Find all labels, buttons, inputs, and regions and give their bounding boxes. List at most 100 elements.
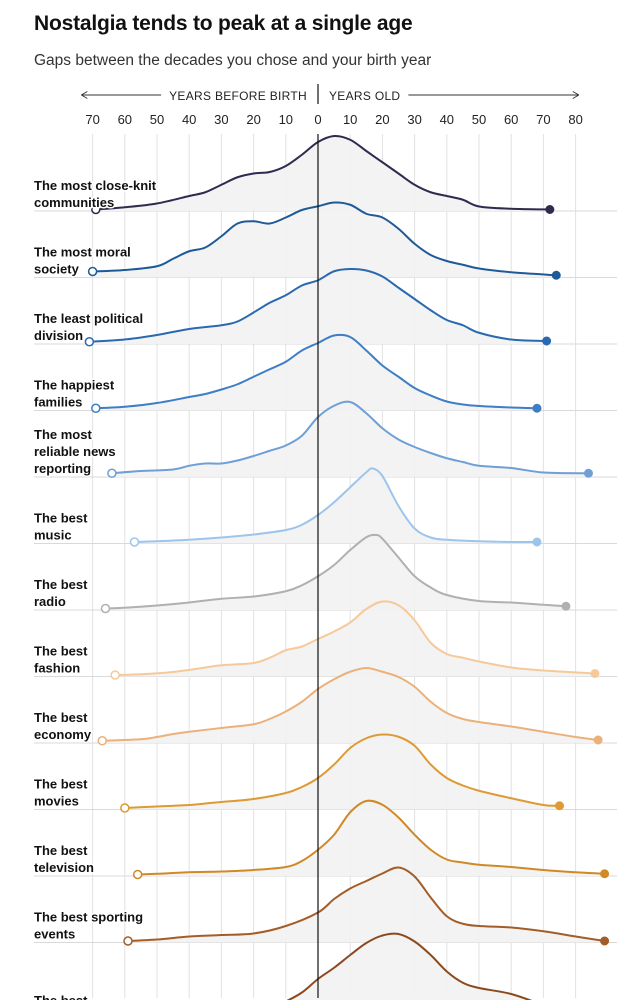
series-area bbox=[288, 933, 530, 1000]
ridge-row: The best radio bbox=[33, 533, 617, 614]
ridge-row: The best fashion bbox=[33, 600, 617, 680]
x-tick-label: 20 bbox=[375, 112, 389, 127]
series-line bbox=[94, 134, 551, 211]
x-axis-ticks: 70 60 50 40 30 20 10 0 10 20 30 40 50 60 70 80 bbox=[85, 112, 582, 127]
series-label: communities bbox=[34, 195, 114, 210]
series-line bbox=[101, 667, 600, 742]
series-area bbox=[137, 800, 605, 876]
start-point bbox=[97, 736, 108, 746]
ridge-row: The most close-knit communities bbox=[33, 134, 617, 215]
series-label: The least political bbox=[34, 311, 143, 326]
series-label: The best bbox=[34, 511, 88, 526]
x-tick-label: 40 bbox=[440, 112, 454, 127]
series-area bbox=[92, 202, 557, 278]
series-label: The best bbox=[34, 577, 88, 592]
series-label: The best sporting bbox=[34, 910, 143, 925]
x-tick-label: 10 bbox=[343, 112, 357, 127]
series-label: television bbox=[34, 860, 94, 875]
series-area bbox=[95, 135, 550, 211]
series-label: reliable news bbox=[34, 444, 116, 459]
ridge-rows: The most close-knit communities The most m… bbox=[33, 134, 617, 1000]
start-point bbox=[91, 204, 101, 215]
series-label: The most close-knit bbox=[34, 178, 157, 193]
series-label: The best bbox=[34, 644, 88, 659]
series-line bbox=[114, 600, 596, 676]
series-label: fashion bbox=[34, 661, 80, 676]
series-area bbox=[115, 601, 595, 677]
x-tick-label: 80 bbox=[568, 112, 582, 127]
ridge-row: The happiest families bbox=[33, 333, 617, 413]
series-label: The best bbox=[34, 710, 88, 725]
series-label: division bbox=[34, 328, 83, 343]
series-label: movies bbox=[34, 794, 79, 809]
x-tick-label: 50 bbox=[472, 112, 486, 127]
years-old-label: YEARS OLD bbox=[329, 89, 400, 103]
ridge-row: The best sporting events bbox=[33, 866, 617, 946]
x-tick-label: 0 bbox=[314, 112, 321, 127]
x-tick-label: 70 bbox=[85, 112, 99, 127]
end-point bbox=[555, 801, 564, 811]
series-line bbox=[110, 400, 590, 475]
series-label: reporting bbox=[34, 461, 91, 476]
series-line bbox=[94, 333, 538, 410]
start-point bbox=[87, 266, 98, 277]
series-label: families bbox=[34, 395, 82, 410]
end-point bbox=[590, 669, 600, 678]
series-label: The best bbox=[34, 993, 88, 1000]
right-arrow-head bbox=[572, 91, 580, 99]
ridge-row: The best bbox=[33, 932, 533, 1000]
series-area bbox=[105, 534, 566, 610]
ridge-row: The best economy bbox=[33, 667, 617, 746]
end-point bbox=[600, 936, 610, 946]
series-label: The best bbox=[34, 777, 88, 792]
start-point bbox=[107, 468, 117, 478]
series-label: The most moral bbox=[34, 245, 131, 260]
ridge-row: The least political division bbox=[33, 267, 617, 347]
end-point bbox=[583, 468, 593, 478]
series-line bbox=[88, 267, 548, 343]
x-tick-label: 70 bbox=[536, 112, 550, 127]
series-line bbox=[286, 932, 533, 1000]
start-point bbox=[91, 403, 101, 413]
end-point bbox=[532, 537, 542, 547]
series-area bbox=[102, 668, 599, 743]
series-label: The most bbox=[34, 427, 92, 442]
series-area bbox=[128, 867, 605, 943]
end-point bbox=[532, 403, 542, 413]
series-area bbox=[134, 468, 537, 544]
x-tick-label: 60 bbox=[118, 112, 132, 127]
x-tick-label: 50 bbox=[150, 112, 164, 127]
left-arrow-head bbox=[81, 91, 88, 99]
series-label: radio bbox=[34, 594, 66, 609]
ridge-row: The best music bbox=[33, 467, 617, 547]
series-line bbox=[136, 799, 606, 876]
ridge-row: The most reliable news reporting bbox=[33, 400, 617, 478]
x-tick-label: 30 bbox=[214, 112, 228, 127]
start-point bbox=[84, 337, 95, 347]
chart-subtitle: Gaps between the decades you chose and y… bbox=[34, 52, 432, 69]
series-line bbox=[127, 866, 606, 942]
end-point bbox=[542, 336, 552, 346]
start-point bbox=[123, 936, 133, 946]
series-label: events bbox=[34, 927, 75, 942]
end-point bbox=[551, 270, 561, 280]
start-point bbox=[129, 537, 140, 547]
series-area bbox=[111, 401, 589, 477]
series-area bbox=[124, 734, 560, 810]
start-point bbox=[120, 803, 130, 813]
ridge-row: The best movies bbox=[33, 733, 617, 813]
ridge-row: The best television bbox=[33, 799, 617, 880]
end-point bbox=[593, 735, 603, 745]
x-tick-label: 20 bbox=[246, 112, 260, 127]
x-tick-label: 30 bbox=[407, 112, 421, 127]
series-label: economy bbox=[34, 727, 92, 742]
chart-title: Nostalgia tends to peak at a single age bbox=[34, 12, 413, 35]
series-area bbox=[95, 334, 537, 411]
end-point bbox=[561, 601, 571, 611]
start-point bbox=[100, 603, 111, 614]
series-label: The best bbox=[34, 843, 88, 858]
x-tick-label: 10 bbox=[279, 112, 293, 127]
series-line bbox=[104, 533, 567, 610]
series-label: music bbox=[34, 528, 72, 543]
